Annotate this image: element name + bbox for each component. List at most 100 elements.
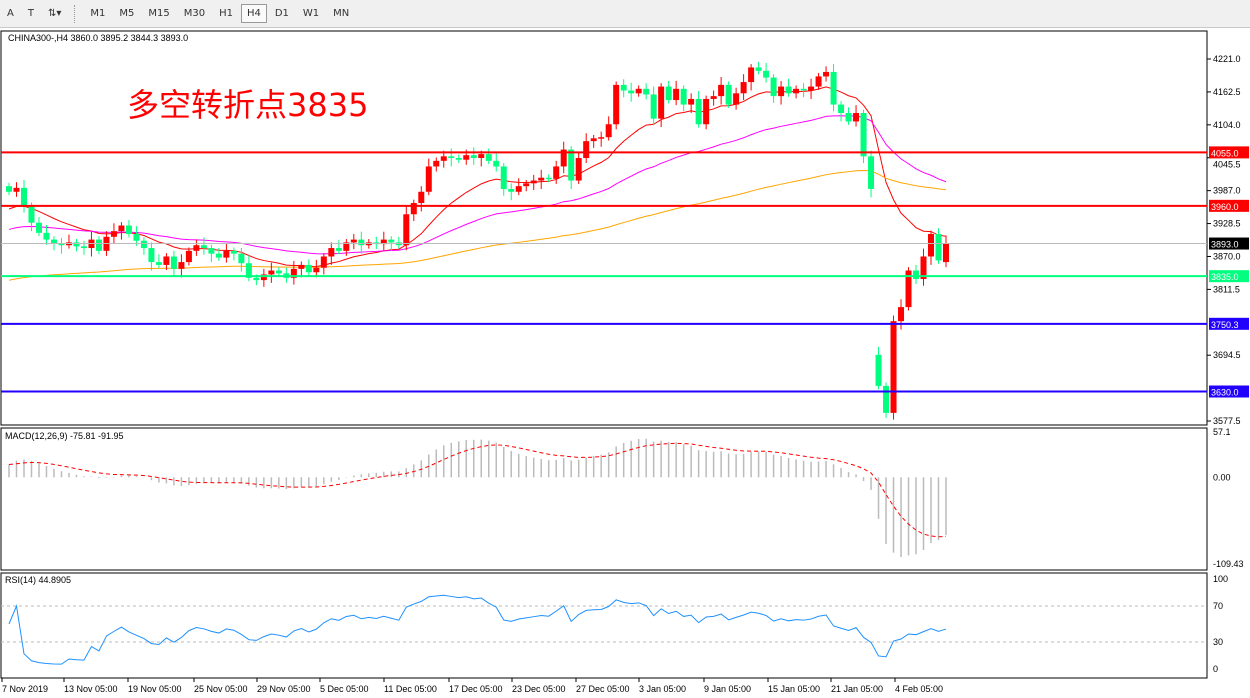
toolbar-separator [74, 4, 77, 23]
candle-bearish [230, 250, 237, 254]
time-label: 15 Jan 05:00 [768, 684, 820, 694]
timeframe-h4-button[interactable]: H4 [240, 4, 267, 23]
level-tag [1209, 270, 1249, 283]
timeframe-m1-button[interactable]: M1 [90, 8, 106, 19]
candle-bullish [178, 262, 185, 269]
candle-bearish [868, 156, 875, 189]
time-label: 27 Dec 05:00 [576, 684, 630, 694]
candle-bearish [245, 263, 252, 278]
price-tick-label: 3577.5 [1213, 416, 1241, 426]
candle-bearish [448, 156, 455, 159]
text-label-tool-button[interactable]: T [27, 8, 34, 19]
annotation-text: 多空转折点3835 [127, 86, 369, 124]
rsi-tick-label: 70 [1213, 601, 1223, 611]
time-label: 9 Jan 05:00 [704, 684, 751, 694]
candle-bullish [343, 242, 350, 251]
candle-bullish [635, 88, 642, 94]
candle-bullish [433, 160, 440, 167]
candle-bearish [643, 88, 650, 95]
level-tag-label: 3893.0 [1211, 240, 1239, 250]
timeframe-m30-button[interactable]: M30 [183, 8, 206, 19]
timeframe-w1-button[interactable]: W1 [302, 8, 320, 19]
ma-mid-line [8, 115, 947, 255]
candle-bearish [170, 256, 177, 269]
time-label: 19 Nov 05:00 [128, 684, 182, 694]
text-tool-button[interactable]: A [7, 8, 14, 19]
candle-bearish [763, 70, 770, 78]
candle-bearish [935, 233, 942, 261]
time-label: 5 Dec 05:00 [320, 684, 369, 694]
candle-bearish [770, 77, 777, 97]
price-tick-label: 3694.5 [1213, 350, 1241, 360]
candle-bearish [785, 86, 792, 94]
candle-bearish [725, 84, 732, 105]
candle-bearish [628, 90, 635, 94]
time-label: 7 Nov 2019 [2, 684, 48, 694]
candle-bearish [860, 113, 867, 157]
chart-canvas[interactable]: 4221.0 4162.5 4104.0 4045.5 3987.0 3928.5 3870… [0, 28, 1250, 698]
candle-bearish [43, 232, 50, 240]
rsi-label: RSI(14) 44.8905 [5, 575, 71, 585]
candle-bullish [313, 267, 320, 273]
time-label: 4 Feb 05:00 [895, 684, 943, 694]
toolbar: A T ⇅▾ M1 M5 M15 M30 H1 H4 D1 W1 MN [0, 0, 1250, 28]
time-label: 23 Dec 05:00 [512, 684, 566, 694]
candle-bearish [695, 98, 702, 125]
candle-bullish [583, 141, 590, 159]
time-label: 21 Jan 05:00 [831, 684, 883, 694]
macd-tick-label: -109.43 [1213, 559, 1244, 569]
candle-bullish [815, 76, 822, 87]
candle-bullish [613, 84, 620, 125]
candle-bullish [515, 186, 522, 192]
candle-bearish [133, 233, 140, 241]
time-label: 29 Nov 05:00 [257, 684, 311, 694]
timeframe-m5-button[interactable]: M5 [119, 8, 135, 19]
timeframe-h1-button[interactable]: H1 [219, 8, 233, 19]
price-tick-label: 4162.5 [1213, 87, 1241, 97]
candle-bearish [830, 71, 837, 105]
candle-bearish [275, 270, 282, 274]
candle-bullish [118, 225, 125, 232]
macd-signal-line [8, 442, 947, 538]
candle-bullish [350, 239, 357, 243]
candle-bullish [823, 71, 830, 77]
macd-tick-label: 57.1 [1213, 427, 1231, 437]
candle-bullish [778, 86, 785, 97]
arrows-tool-button[interactable]: ⇅▾ [47, 8, 62, 19]
candle-bearish [238, 253, 245, 264]
candle-bearish [80, 246, 87, 249]
macd-tick-label: 0.00 [1213, 472, 1231, 482]
candle-bullish [320, 256, 327, 268]
candle-bearish [508, 188, 515, 192]
candle-bearish [155, 262, 162, 265]
candle-bearish [800, 88, 807, 91]
candle-bearish [125, 225, 132, 234]
candle-bullish [590, 138, 597, 142]
candle-bullish [733, 93, 740, 105]
symbol-info: CHINA300-,H4 3860.0 3895.2 3844.3 3893.0 [8, 33, 189, 43]
candle-bullish [268, 270, 275, 275]
candle-bullish [605, 124, 612, 138]
candle-bearish [95, 239, 102, 251]
candle-bullish [905, 270, 912, 308]
macd-pane [0, 427, 1208, 571]
timeframe-mn-button[interactable]: MN [333, 8, 350, 19]
level-tag [1209, 317, 1249, 330]
timeframe-m15-button[interactable]: M15 [148, 8, 170, 19]
candle-bullish [538, 177, 545, 181]
rsi-tick-label: 30 [1213, 637, 1223, 647]
candle-bullish [290, 268, 297, 278]
candle-bearish [6, 186, 12, 192]
candle-bullish [793, 88, 800, 94]
candle-bearish [913, 270, 920, 279]
candle-bearish [253, 277, 260, 281]
price-tick-label: 4104.0 [1213, 120, 1241, 130]
candle-bearish [568, 149, 575, 181]
candle-bullish [193, 245, 200, 251]
price-tick-label: 3987.0 [1213, 186, 1241, 196]
candle-bearish [215, 253, 222, 258]
timeframe-d1-button[interactable]: D1 [274, 8, 289, 19]
candle-bullish [920, 256, 927, 279]
candle-bullish [710, 96, 717, 99]
time-label: 3 Jan 05:00 [639, 684, 686, 694]
